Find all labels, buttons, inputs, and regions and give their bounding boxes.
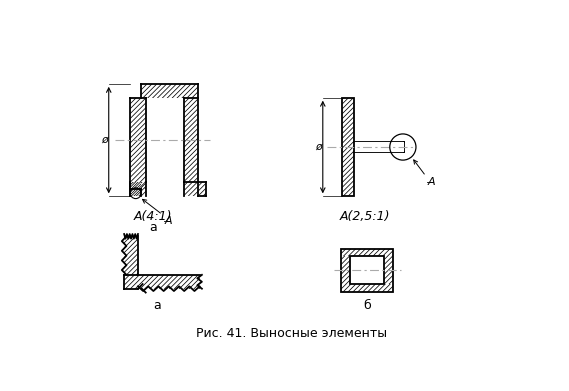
Bar xyxy=(342,98,354,196)
Text: б: б xyxy=(363,300,370,312)
Text: A(2,5:1): A(2,5:1) xyxy=(340,210,390,223)
Text: ø: ø xyxy=(315,142,321,152)
Bar xyxy=(350,256,384,284)
Text: а: а xyxy=(154,300,161,312)
Bar xyxy=(354,142,405,152)
Text: ø: ø xyxy=(101,135,108,145)
Text: A: A xyxy=(427,177,435,187)
Text: а: а xyxy=(150,221,157,234)
Bar xyxy=(340,249,393,292)
Text: A: A xyxy=(165,215,172,226)
Text: A(4:1): A(4:1) xyxy=(134,210,172,223)
Text: Рис. 41. Выносные элементы: Рис. 41. Выносные элементы xyxy=(196,327,387,340)
